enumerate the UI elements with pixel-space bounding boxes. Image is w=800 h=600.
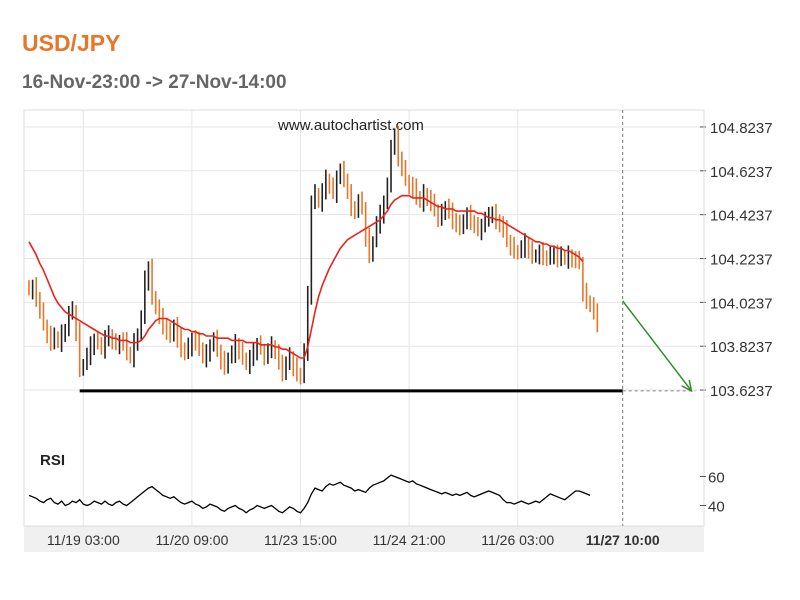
price-panel-background xyxy=(24,110,704,551)
price-panel-frame xyxy=(23,109,705,527)
forecast-arrow-head xyxy=(681,379,693,393)
moving-average-line xyxy=(28,194,584,359)
x-axis-band xyxy=(24,526,704,552)
y-tick-label: 104.4237 xyxy=(710,208,773,225)
y-tick-label: 104.2237 xyxy=(710,252,773,269)
y-tick-label: 104.8237 xyxy=(710,120,773,137)
x-tick-label: 11/20 09:00 xyxy=(155,532,228,548)
y-tick-label: 104.6237 xyxy=(710,164,773,181)
rsi-tick-label: 60 xyxy=(708,470,725,487)
date-range: 16-Nov-23:00 -> 27-Nov-14:00 xyxy=(22,72,287,93)
y-tick-label: 104.0237 xyxy=(710,295,773,312)
rsi-label: RSI xyxy=(40,452,65,469)
pair-title: USD/JPY xyxy=(22,30,121,56)
x-tick-label: 11/19 03:00 xyxy=(47,532,120,548)
y-tick-label: 103.6237 xyxy=(710,383,773,400)
x-tick-label: 11/27 10:00 xyxy=(586,532,660,548)
x-tick-label: 11/24 21:00 xyxy=(373,532,446,548)
x-tick-label: 11/26 03:00 xyxy=(481,532,554,548)
watermark-text: www.autochartist.com xyxy=(277,117,424,134)
rsi-line xyxy=(28,474,591,514)
x-tick-label: 11/23 15:00 xyxy=(264,532,337,548)
forecast-arrow-line xyxy=(622,300,693,392)
rsi-tick-label: 40 xyxy=(708,499,725,516)
y-tick-label: 103.8237 xyxy=(710,339,773,356)
